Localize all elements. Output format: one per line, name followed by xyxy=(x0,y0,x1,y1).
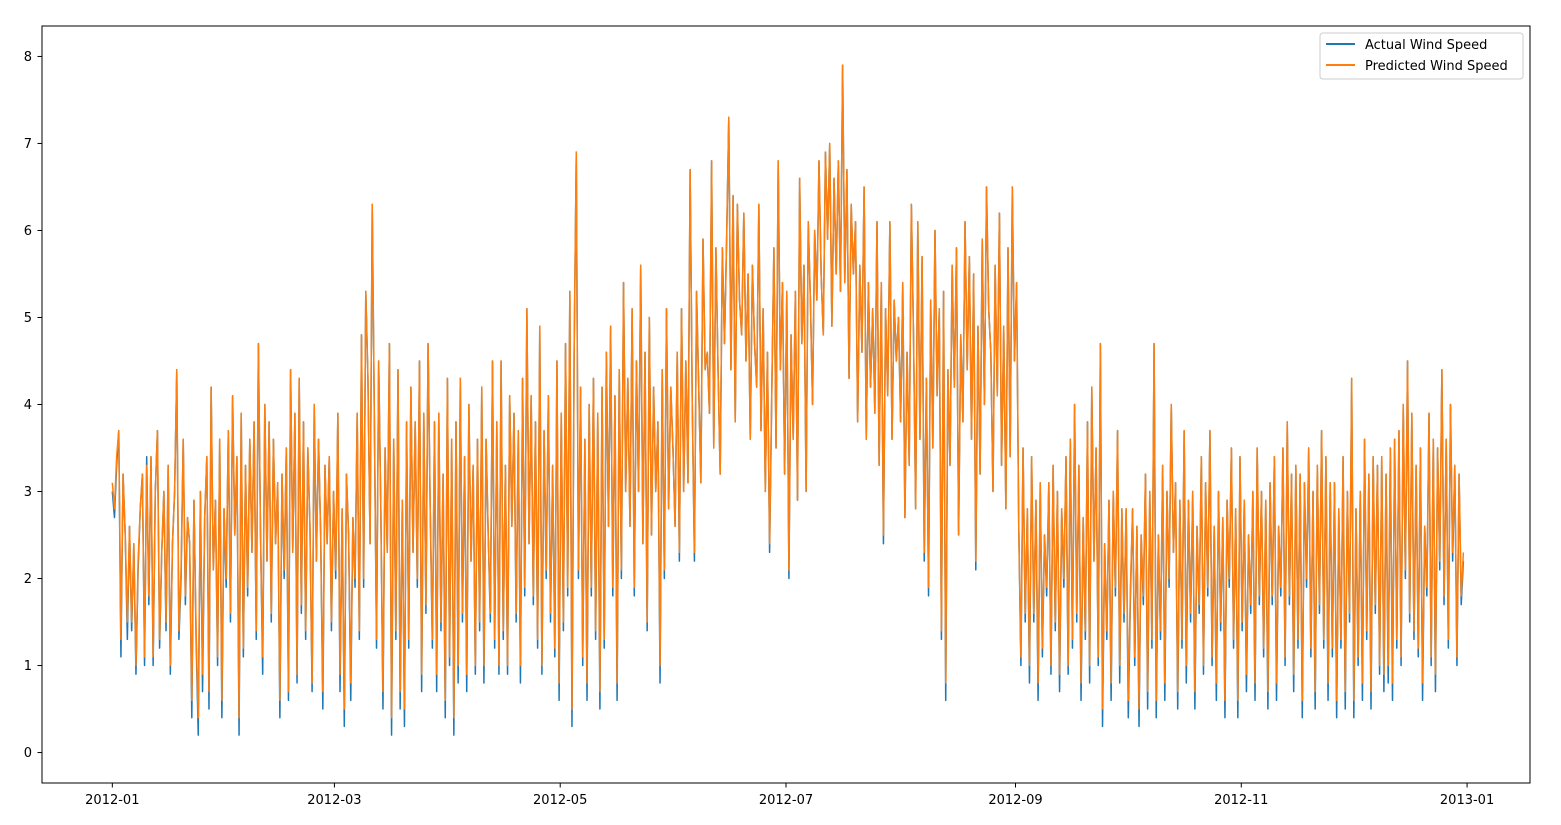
x-tick-label: 2013-01 xyxy=(1440,793,1494,808)
series-layer xyxy=(111,64,1465,736)
x-tick-label: 2012-11 xyxy=(1214,793,1268,808)
y-tick-label: 8 xyxy=(24,50,32,65)
legend: Actual Wind Speed Predicted Wind Speed xyxy=(1319,32,1524,80)
y-tick-label: 2 xyxy=(24,572,32,587)
x-tick-label: 2012-07 xyxy=(759,793,813,808)
x-axis: 2012-01 2012-03 2012-05 2012-07 2012-09 2012-… xyxy=(85,783,1494,808)
legend-box xyxy=(1319,32,1524,80)
x-tick-label: 2012-03 xyxy=(307,793,361,808)
y-axis: 0 1 2 3 4 5 6 7 8 xyxy=(24,50,42,761)
y-tick-label: 5 xyxy=(24,311,32,326)
y-tick-label: 0 xyxy=(24,746,32,761)
legend-label-actual: Actual Wind Speed xyxy=(1365,38,1487,53)
y-tick-label: 6 xyxy=(24,224,32,239)
y-tick-label: 3 xyxy=(24,485,32,500)
x-tick-label: 2012-09 xyxy=(988,793,1042,808)
y-tick-label: 1 xyxy=(24,659,32,674)
series-line-predicted xyxy=(111,64,1465,719)
y-tick-label: 7 xyxy=(24,137,32,152)
x-tick-label: 2012-05 xyxy=(533,793,587,808)
legend-label-predicted: Predicted Wind Speed xyxy=(1365,59,1508,74)
y-tick-label: 4 xyxy=(24,398,32,413)
x-tick-label: 2012-01 xyxy=(85,793,139,808)
